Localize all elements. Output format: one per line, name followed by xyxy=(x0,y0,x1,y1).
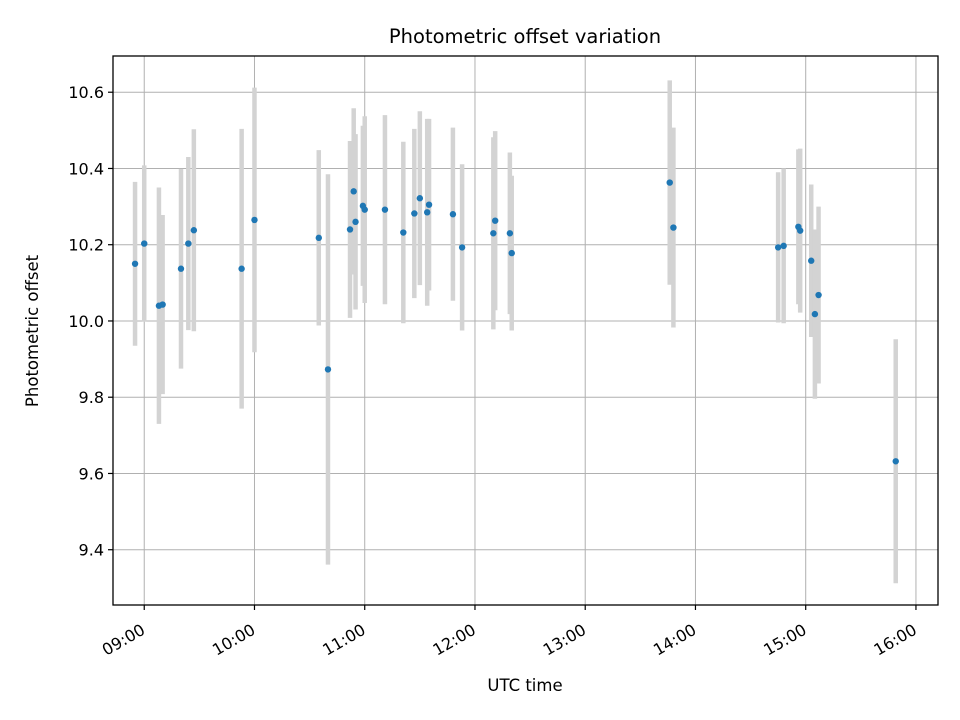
data-point xyxy=(346,226,354,233)
data-point xyxy=(361,206,368,213)
data-point xyxy=(796,227,804,234)
data-point xyxy=(458,244,466,251)
data-point xyxy=(324,366,332,373)
data-point xyxy=(177,265,185,272)
data-point xyxy=(159,301,166,308)
data-point xyxy=(508,249,515,257)
data-point xyxy=(141,240,148,247)
data-point xyxy=(425,201,433,208)
y-tick-label: 10.4 xyxy=(68,159,104,178)
data-point xyxy=(423,209,431,216)
y-tick-label: 10.6 xyxy=(68,83,104,102)
data-point xyxy=(350,188,357,195)
y-tick-label: 10.0 xyxy=(68,312,104,331)
data-point xyxy=(190,227,198,234)
y-tick-label: 9.6 xyxy=(79,464,104,483)
y-tick-label: 9.4 xyxy=(79,541,104,560)
plot-area xyxy=(113,56,938,605)
data-point xyxy=(815,291,822,299)
data-point xyxy=(400,229,407,236)
grid-lines xyxy=(113,56,938,605)
data-point xyxy=(352,218,359,226)
x-axis-label: UTC time xyxy=(487,676,562,695)
data-point xyxy=(185,240,192,247)
data-point xyxy=(315,234,322,242)
data-points xyxy=(131,179,899,465)
data-point xyxy=(131,260,139,267)
data-point xyxy=(780,242,787,250)
data-point xyxy=(774,244,782,251)
axes-frame xyxy=(112,55,939,606)
data-point xyxy=(449,211,457,218)
data-point xyxy=(808,257,815,264)
y-tick-label: 10.2 xyxy=(68,236,104,255)
y-tick-label: 9.8 xyxy=(79,388,104,407)
data-point xyxy=(238,265,245,272)
data-point xyxy=(251,216,258,224)
data-point xyxy=(811,310,819,318)
data-point xyxy=(490,230,497,237)
data-point xyxy=(506,230,514,237)
data-point xyxy=(892,458,899,465)
data-point xyxy=(381,206,389,213)
y-axis-label: Photometric offset xyxy=(23,254,42,407)
data-point xyxy=(491,217,499,224)
data-point xyxy=(416,195,424,202)
data-point xyxy=(666,179,673,186)
data-point xyxy=(411,210,418,217)
chart-title: Photometric offset variation xyxy=(389,25,661,48)
data-point xyxy=(670,224,677,231)
